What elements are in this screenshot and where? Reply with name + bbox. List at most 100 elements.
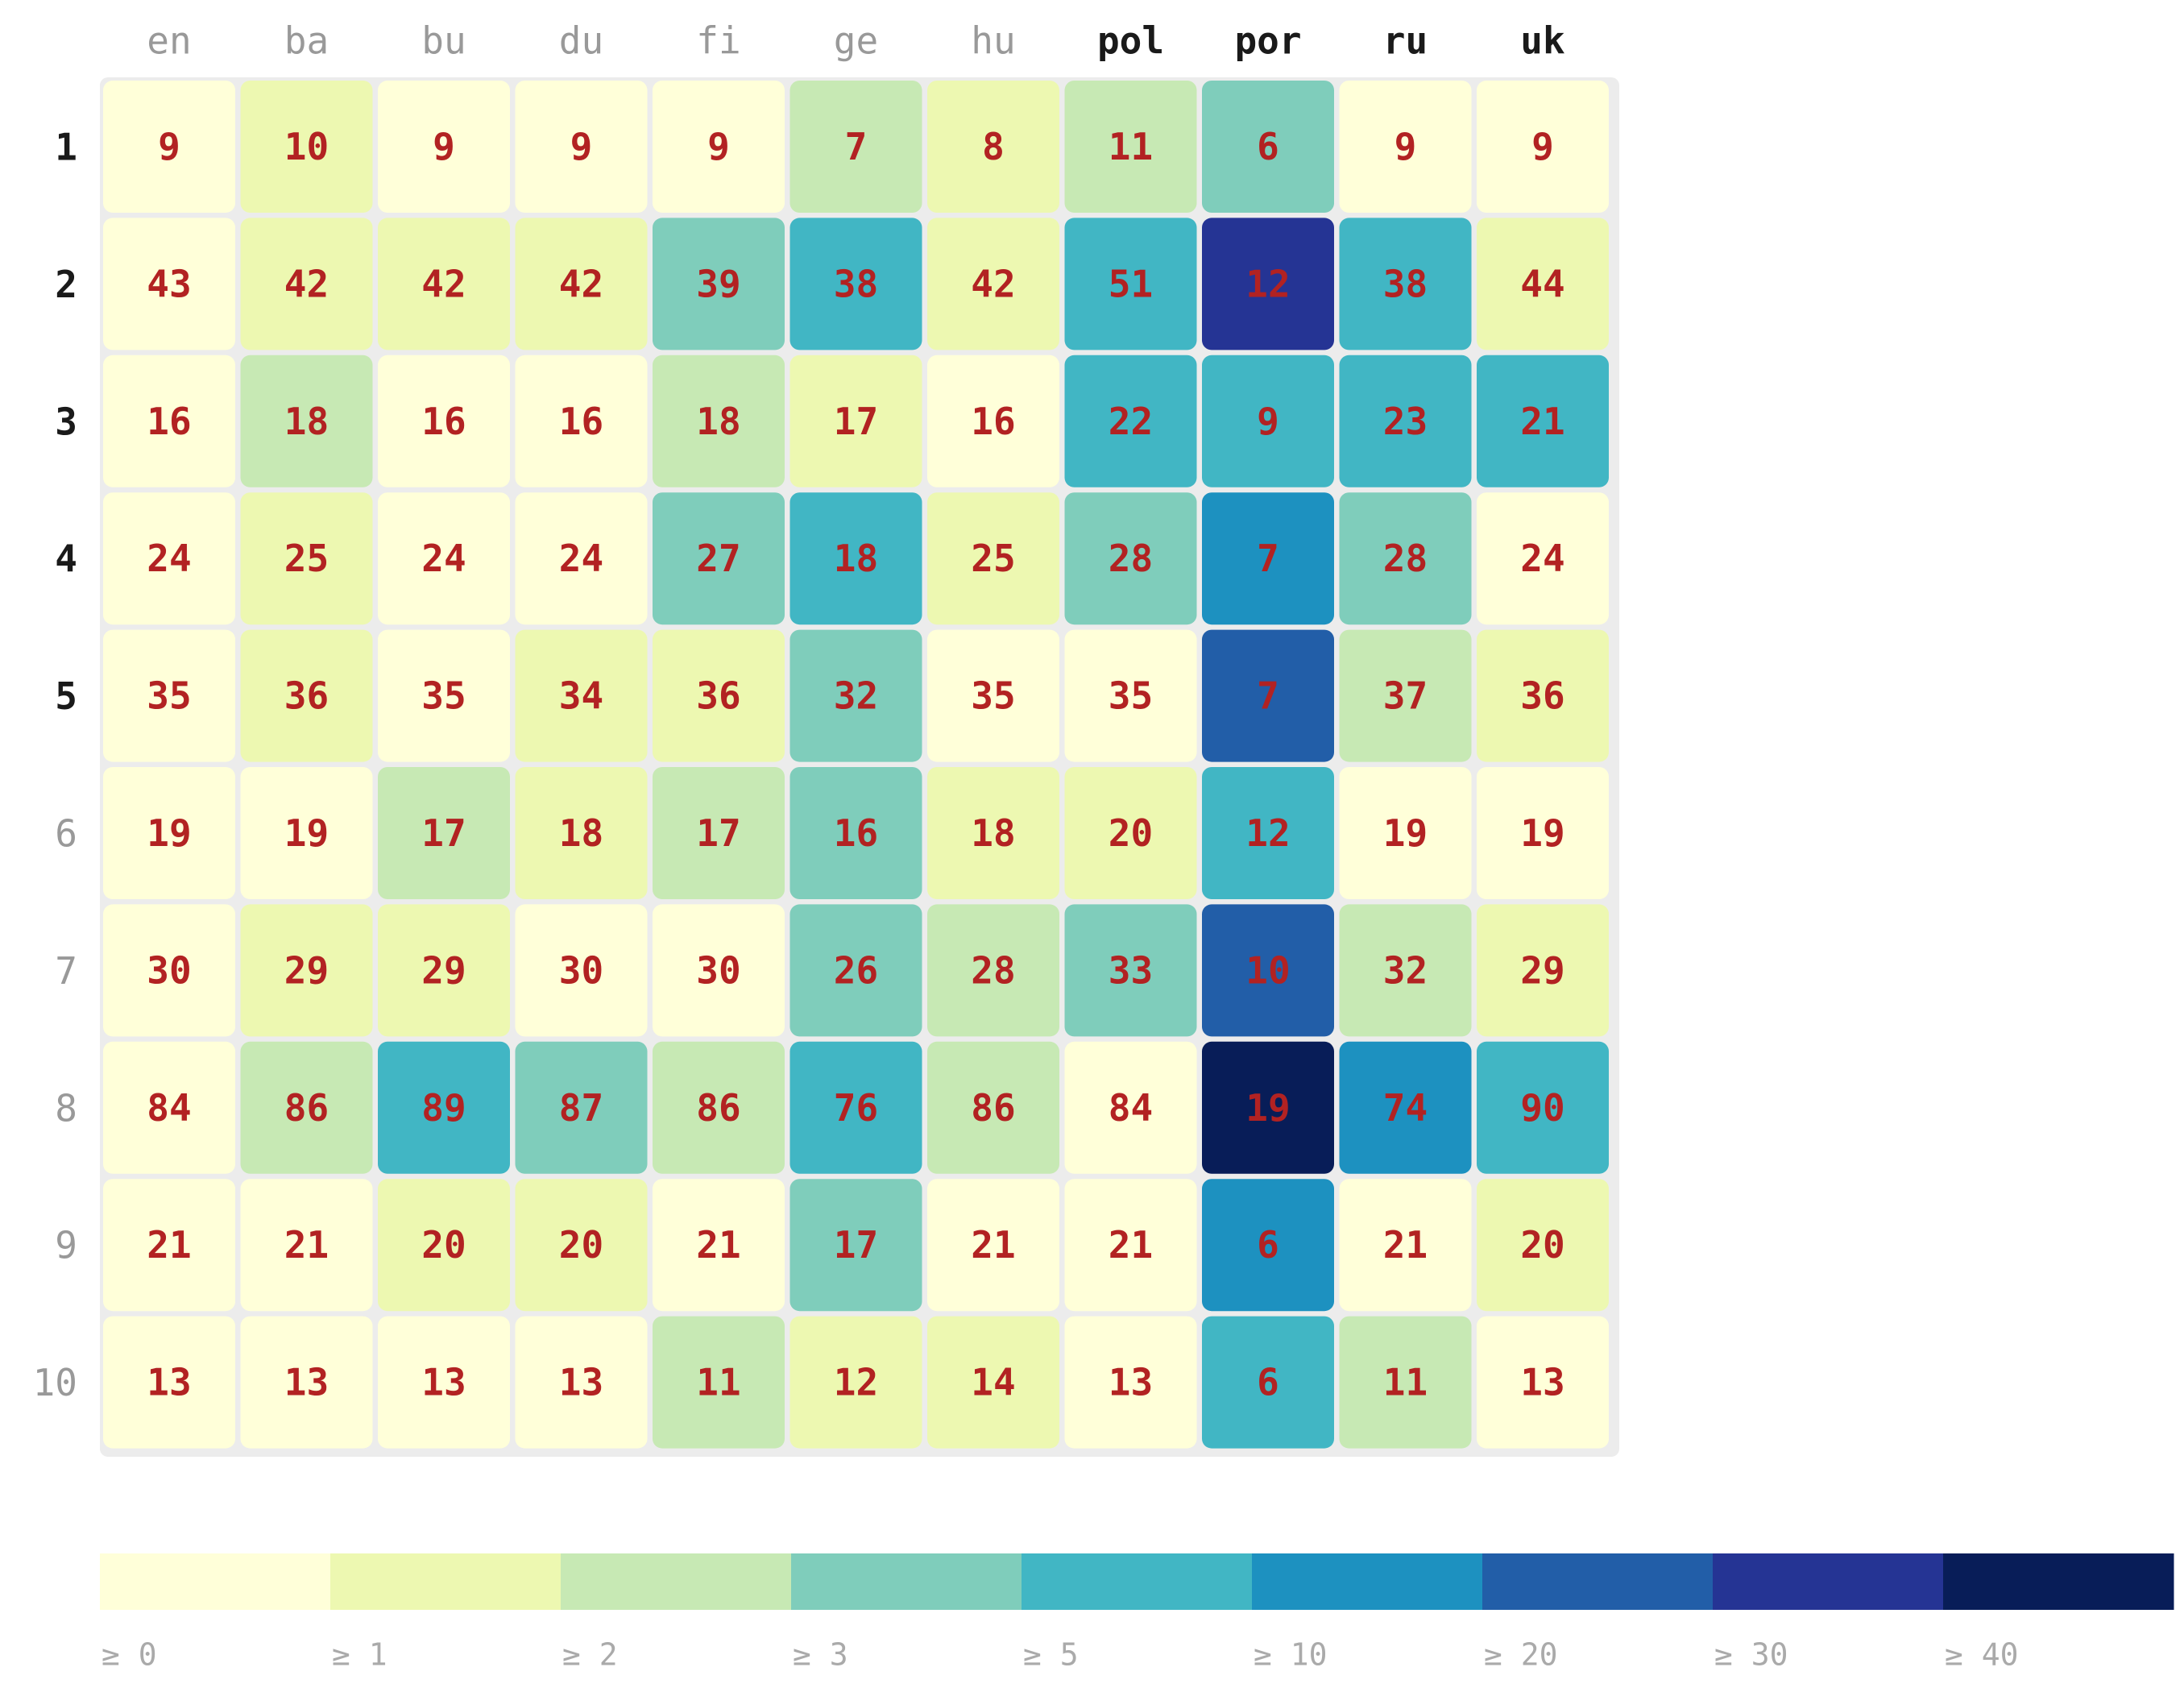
heatmap-cell <box>789 904 922 1037</box>
heatmap-cell <box>1064 218 1197 350</box>
heatmap-cell <box>240 629 373 762</box>
legend-label: ≥ 5 <box>1023 1637 1079 1673</box>
heatmap-cell <box>103 1041 235 1174</box>
legend-swatch <box>561 1553 792 1610</box>
heatmap-cell <box>103 492 235 625</box>
heatmap-cell <box>1477 218 1609 350</box>
cell-value: 74 <box>1383 1086 1428 1130</box>
heatmap-cell <box>789 1041 922 1174</box>
heatmap-cell <box>103 1179 235 1312</box>
legend-swatch <box>791 1553 1022 1610</box>
heatmap-cell <box>240 492 373 625</box>
cell-value: 21 <box>971 1223 1015 1267</box>
heatmap-cell <box>1202 218 1334 350</box>
heatmap-cell <box>1064 81 1197 213</box>
heatmap-cell <box>240 904 373 1037</box>
heatmap-cell <box>789 218 922 350</box>
cell-value: 30 <box>559 948 603 992</box>
heatmap-cell <box>1477 1316 1609 1449</box>
heatmap-cell <box>515 1316 648 1449</box>
heatmap-cell <box>515 1179 648 1312</box>
cell-value: 34 <box>559 674 603 718</box>
heatmap-cell <box>1339 1041 1472 1174</box>
heatmap-cell <box>927 1179 1059 1312</box>
cell-value: 18 <box>696 400 740 443</box>
heatmap-cell <box>378 1041 510 1174</box>
heatmap-cell <box>378 355 510 487</box>
legend-swatch <box>1482 1553 1714 1610</box>
cell-value: 13 <box>1520 1361 1564 1404</box>
cell-value: 86 <box>284 1086 329 1130</box>
heatmap-cell <box>378 81 510 213</box>
cell-value: 10 <box>1245 948 1290 992</box>
cell-value: 13 <box>421 1361 466 1404</box>
cell-value: 9 <box>158 125 180 168</box>
cell-value: 20 <box>1520 1223 1564 1267</box>
heatmap-cell <box>103 218 235 350</box>
heatmap-cell <box>653 629 785 762</box>
legend-label: ≥ 2 <box>562 1637 618 1673</box>
cell-value: 18 <box>559 811 603 855</box>
heatmap-cell <box>515 1041 648 1174</box>
heatmap-cell <box>653 1179 785 1312</box>
cell-value: 9 <box>707 125 730 168</box>
heatmap-cell <box>1202 1179 1334 1312</box>
cell-value: 33 <box>1109 948 1153 992</box>
cell-value: 13 <box>1109 1361 1153 1404</box>
heatmap-cell <box>103 904 235 1037</box>
heatmap-cell <box>1477 1041 1609 1174</box>
cell-value: 12 <box>1245 262 1290 305</box>
cell-value: 7 <box>1257 537 1279 580</box>
column-label-uk: uk <box>1520 19 1564 63</box>
cell-value: 9 <box>570 125 593 168</box>
cell-value: 35 <box>1109 674 1153 718</box>
legend-label: ≥ 3 <box>793 1637 848 1673</box>
cell-value: 9 <box>1257 400 1279 443</box>
heatmap-cell <box>1064 904 1197 1037</box>
cell-value: 87 <box>559 1086 603 1130</box>
heatmap-cell <box>378 1179 510 1312</box>
cell-value: 36 <box>1520 674 1564 718</box>
heatmap-cell <box>1202 629 1334 762</box>
cell-value: 21 <box>284 1223 329 1267</box>
heatmap-cell <box>1477 492 1609 625</box>
legend-label: ≥ 30 <box>1714 1637 1788 1673</box>
cell-value: 44 <box>1520 262 1564 305</box>
heatmap-cell <box>927 767 1059 899</box>
legend-swatch <box>1022 1553 1253 1610</box>
heatmap-cell <box>789 355 922 487</box>
cell-value: 8 <box>982 125 1005 168</box>
cell-value: 13 <box>284 1361 329 1404</box>
heatmap-cell <box>1064 767 1197 899</box>
column-labels: en ba bu du fi ge hu pol por ru uk <box>147 19 1564 63</box>
heatmap-cell <box>789 1316 922 1449</box>
cell-value: 29 <box>1520 948 1564 992</box>
heatmap-cell <box>653 1041 785 1174</box>
cell-value: 24 <box>421 537 466 580</box>
heatmap-cell <box>240 1179 373 1312</box>
cell-value: 23 <box>1383 400 1428 443</box>
cell-value: 11 <box>696 1361 740 1404</box>
heatmap-cell <box>1477 355 1609 487</box>
cell-value: 24 <box>559 537 603 580</box>
cell-value: 19 <box>147 811 191 855</box>
row-label-5: 5 <box>55 674 77 718</box>
cell-value: 22 <box>1109 400 1153 443</box>
cell-value: 32 <box>834 674 878 718</box>
legend-label: ≥ 10 <box>1254 1637 1328 1673</box>
cell-value: 7 <box>1257 674 1279 718</box>
heatmap-cell <box>515 81 648 213</box>
heatmap-cell <box>1477 81 1609 213</box>
heatmap-cell <box>653 492 785 625</box>
legend-label: ≥ 20 <box>1484 1637 1558 1673</box>
cell-value: 17 <box>834 400 878 443</box>
legend-label: ≥ 0 <box>102 1637 157 1673</box>
legend-swatch <box>1252 1553 1483 1610</box>
cell-value: 51 <box>1109 262 1153 305</box>
heatmap-cell <box>515 767 648 899</box>
heatmap-cell <box>1339 355 1472 487</box>
cell-value: 28 <box>1109 537 1153 580</box>
heatmap-cell <box>653 218 785 350</box>
cell-value: 12 <box>1245 811 1290 855</box>
row-label-10: 10 <box>33 1361 77 1404</box>
